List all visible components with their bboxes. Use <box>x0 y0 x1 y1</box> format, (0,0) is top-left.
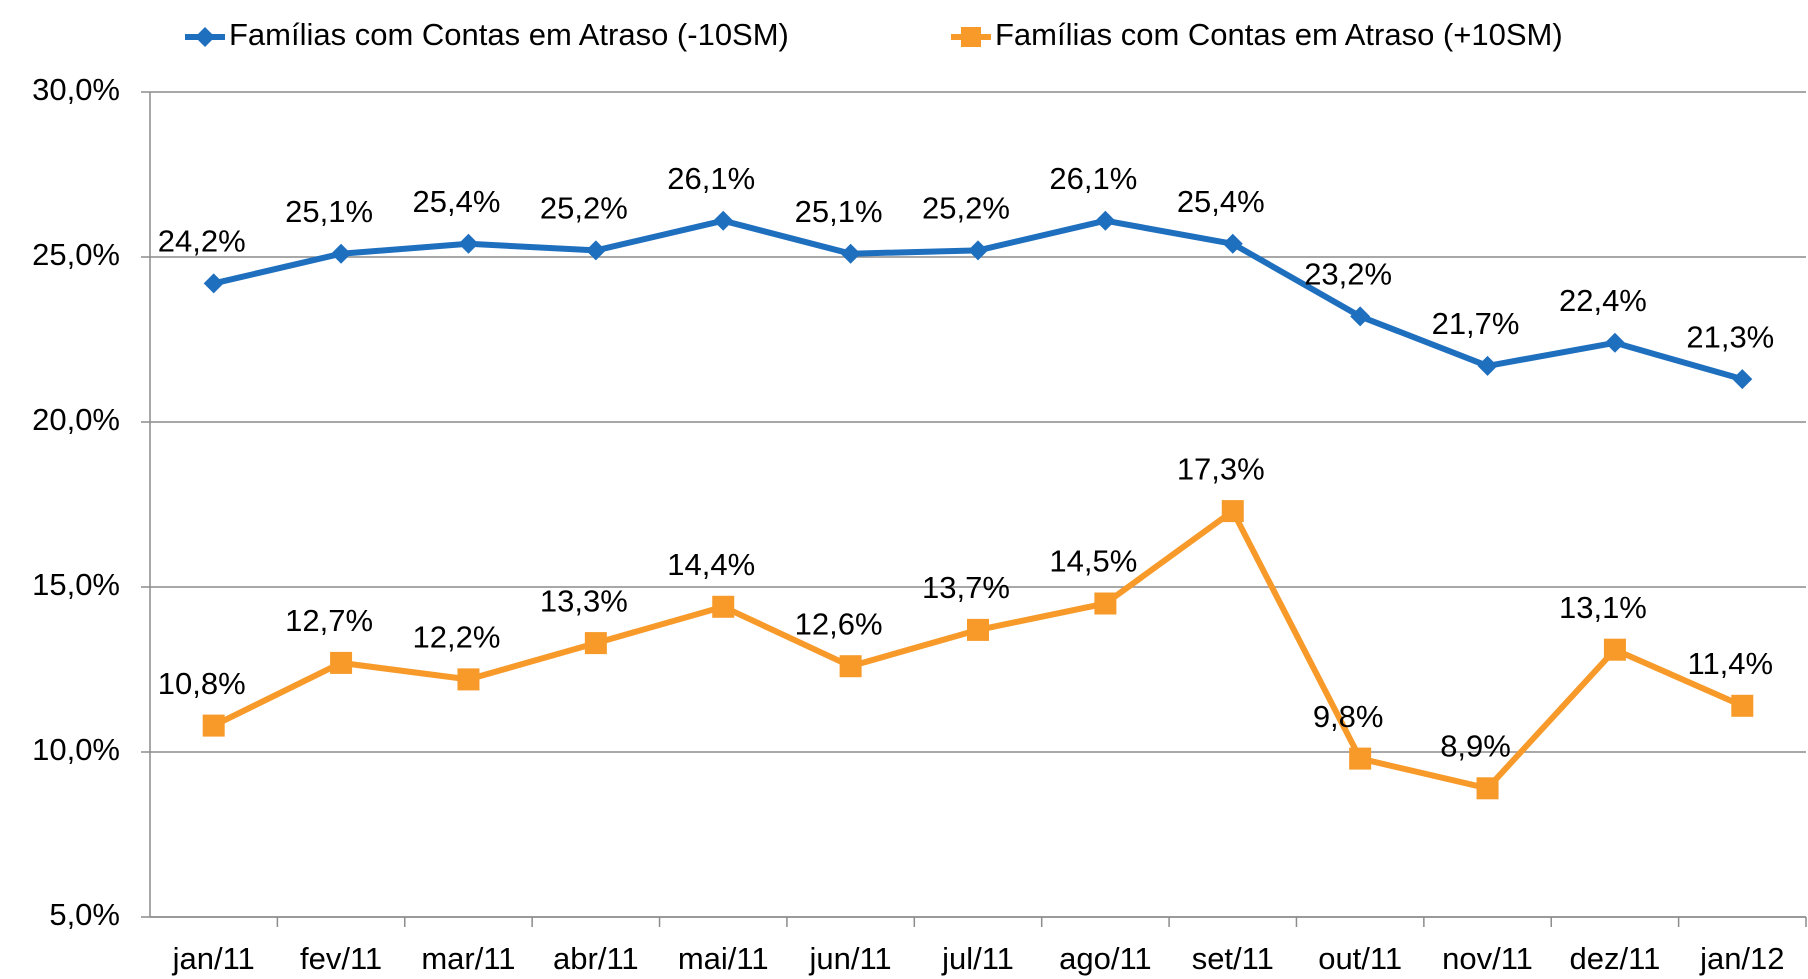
data-point <box>967 618 989 641</box>
data-label: 10,8% <box>158 666 246 701</box>
data-label: 13,7% <box>922 570 1010 605</box>
data-point <box>203 273 224 294</box>
x-tick-label: out/11 <box>1318 941 1402 976</box>
data-label: 17,3% <box>1177 451 1265 486</box>
data-label: 14,5% <box>1049 544 1137 579</box>
x-tick-label: jan/11 <box>172 941 255 976</box>
data-label: 9,8% <box>1313 699 1384 734</box>
data-label: 21,7% <box>1432 306 1520 341</box>
x-tick-label: dez/11 <box>1570 941 1661 976</box>
data-label: 12,2% <box>413 620 501 655</box>
data-point <box>1222 233 1243 254</box>
data-point <box>713 210 734 231</box>
x-tick-label: mar/11 <box>421 941 515 976</box>
data-label: 23,2% <box>1304 257 1392 292</box>
data-point <box>1476 777 1499 800</box>
data-label: 11,4% <box>1688 646 1774 681</box>
x-tick-label: abr/11 <box>553 941 639 976</box>
y-tick-label: 5,0% <box>49 897 120 932</box>
data-label: 13,1% <box>1559 590 1647 625</box>
x-tick-label: ago/11 <box>1059 941 1152 976</box>
data-point <box>202 714 225 737</box>
legend-label: Famílias com Contas em Atraso (+10SM) <box>995 17 1563 52</box>
legend-label: Famílias com Contas em Atraso (-10SM) <box>229 17 789 52</box>
data-point <box>331 243 352 264</box>
legend-marker <box>961 27 981 47</box>
data-point <box>458 233 479 254</box>
data-point <box>839 655 862 678</box>
data-label: 26,1% <box>667 161 755 196</box>
data-label: 25,2% <box>922 191 1010 226</box>
x-tick-label: set/11 <box>1192 941 1274 976</box>
data-label: 25,1% <box>795 194 883 229</box>
data-point <box>1350 306 1371 327</box>
data-point <box>1604 332 1625 353</box>
data-point <box>585 240 606 261</box>
data-label: 12,6% <box>795 606 883 641</box>
data-point <box>1477 355 1498 376</box>
data-label: 25,4% <box>413 184 501 219</box>
x-tick-label: mai/11 <box>678 941 769 976</box>
data-label: 25,1% <box>285 194 373 229</box>
data-point <box>1094 592 1117 615</box>
x-tick-label: jul/11 <box>941 941 1014 976</box>
y-tick-label: 30,0% <box>32 72 120 107</box>
data-point <box>1349 747 1372 770</box>
data-point <box>712 595 735 618</box>
data-label: 14,4% <box>667 547 755 582</box>
x-tick-label: jan/12 <box>1699 941 1784 976</box>
data-point <box>457 668 480 691</box>
data-point <box>840 243 861 264</box>
x-tick-label: jun/11 <box>809 941 892 976</box>
data-label: 13,3% <box>540 583 628 618</box>
data-label: 22,4% <box>1559 283 1647 318</box>
data-point <box>1095 210 1116 231</box>
data-point <box>584 632 607 655</box>
y-tick-label: 10,0% <box>32 732 120 767</box>
data-label: 25,2% <box>540 191 628 226</box>
data-point <box>1731 694 1754 717</box>
x-tick-label: nov/11 <box>1442 941 1533 976</box>
x-tick-label: fev/11 <box>300 941 382 976</box>
data-point <box>1221 500 1244 523</box>
legend-marker <box>195 27 215 47</box>
data-label: 25,4% <box>1177 184 1265 219</box>
data-label: 21,3% <box>1686 319 1774 354</box>
data-point <box>968 240 988 261</box>
data-label: 26,1% <box>1049 161 1137 196</box>
y-tick-label: 20,0% <box>32 402 120 437</box>
data-point <box>1603 638 1626 661</box>
data-label: 12,7% <box>285 603 373 638</box>
data-point <box>330 651 353 674</box>
data-point <box>1732 369 1753 390</box>
data-label: 24,2% <box>158 224 246 259</box>
y-tick-label: 25,0% <box>32 237 120 272</box>
data-label: 8,9% <box>1440 728 1511 763</box>
y-tick-label: 15,0% <box>32 567 120 602</box>
